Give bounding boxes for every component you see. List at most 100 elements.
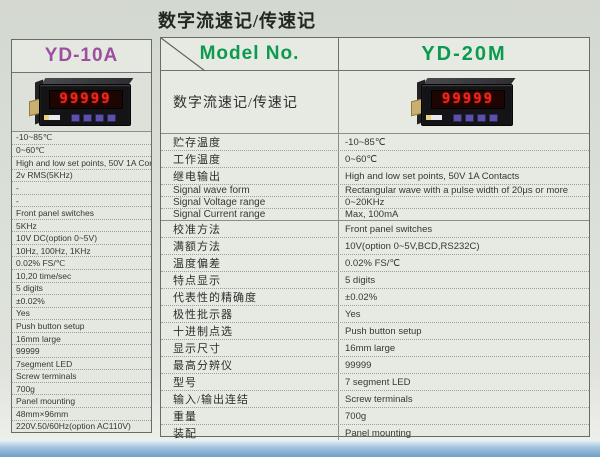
spec-label: 显示尺寸 <box>161 340 339 356</box>
spec-row: 10V DC(option 0~5V) <box>12 232 151 245</box>
meter-front-panel: 99999 <box>38 84 131 126</box>
spec-label: 输入/输出连结 <box>161 391 339 407</box>
spec-value: 700g <box>345 410 367 422</box>
spec-row: Signal wave form Rectangular wave with a … <box>161 185 589 197</box>
spec-rows-yd10a: -10~85℃ 0~60℃ High and low set points, 50V… <box>12 132 151 432</box>
spec-value: 0~20KHz <box>345 197 385 208</box>
spec-label: 校准方法 <box>161 221 339 237</box>
spec-label: 温度偏差 <box>161 255 339 271</box>
spec-value: High and low set points, 50V 1A Contacts <box>345 170 520 182</box>
meter-button <box>489 113 498 122</box>
spec-label: Signal wave form <box>161 185 339 196</box>
spec-label: 特点显示 <box>161 272 339 288</box>
spec-row: 700g <box>12 383 151 396</box>
spec-row: - <box>12 195 151 208</box>
spec-row: Signal Voltage range 0~20KHz <box>161 197 589 209</box>
spec-label: 继电输出 <box>161 168 339 184</box>
meter-controls <box>426 113 506 122</box>
spec-label: 型号 <box>161 374 339 390</box>
spec-value: 5 digits <box>345 274 376 286</box>
spec-rows-yd20m: 贮存温度 -10~85℃ 工作温度 0~60℃ 继电输出 High and low set… <box>161 134 589 457</box>
spec-row: 5KHz <box>12 220 151 233</box>
brand-logo <box>43 115 60 120</box>
spec-row: 5 digits <box>12 283 151 296</box>
bottom-decorative-band <box>0 440 600 457</box>
spec-value: 10V(option 0~5V,BCD,RS232C) <box>345 240 480 252</box>
spec-row: Signal Current range Max, 100mA <box>161 209 589 221</box>
spec-row: 工作温度 0~60℃ <box>161 151 589 168</box>
diagonal-line <box>161 38 205 71</box>
spec-value: ±0.02% <box>345 291 378 303</box>
spec-value: Screw terminals <box>345 393 413 405</box>
spec-row: 继电输出 High and low set points, 50V 1A Cont… <box>161 168 589 185</box>
spec-row: Yes <box>12 308 151 321</box>
product-image-cell-yd10a: 99999 <box>12 73 151 132</box>
spec-row: 2v RMS(5KHz) <box>12 170 151 183</box>
brand-logo <box>426 115 442 120</box>
spec-row: 校准方法 Front panel switches <box>161 221 589 238</box>
spec-row: 48mm×96mm <box>12 408 151 421</box>
model-name-yd10a: YD-10A <box>12 40 151 73</box>
spec-value: Front panel switches <box>345 223 433 235</box>
meter-button <box>453 113 462 122</box>
spec-label: 装配 <box>161 425 339 441</box>
meter-front-panel: 99999 <box>421 84 513 126</box>
spec-label: 最高分辨仪 <box>161 357 339 373</box>
spec-row: Front panel switches <box>12 207 151 220</box>
spec-value: Rectangular wave with a pulse width of 2… <box>345 185 569 196</box>
spec-row: 极性批示器 Yes <box>161 306 589 323</box>
subtitle-image-row: 数字流速记/传速记 99999 <box>161 71 589 134</box>
model-no-label: Model No. <box>199 43 300 64</box>
spec-row: 显示尺寸 16mm large <box>161 340 589 357</box>
spec-row: 10,20 time/sec <box>12 270 151 283</box>
meter-controls <box>43 113 124 122</box>
spec-value: 7 segment LED <box>345 376 411 388</box>
spec-row: ±0.02% <box>12 295 151 308</box>
model-name-yd20m: YD-20M <box>421 42 507 65</box>
spec-label: 代表性的精确度 <box>161 289 339 305</box>
spec-value: -10~85℃ <box>345 136 386 148</box>
spec-row: 贮存温度 -10~85℃ <box>161 134 589 151</box>
spec-row: 7segment LED <box>12 358 151 371</box>
spec-value: 99999 <box>345 359 372 371</box>
spec-row: 温度偏差 0.02% FS/℃ <box>161 255 589 272</box>
led-display: 99999 <box>48 90 123 109</box>
spec-row: 0.02% FS/℃ <box>12 257 151 271</box>
spec-row: 0~60℃ <box>12 145 151 158</box>
spec-row: 输入/输出连结 Screw terminals <box>161 391 589 408</box>
spec-row: High and low set points, 50V 1A Contacts <box>12 157 151 170</box>
spec-row: Panel mounting <box>12 395 151 409</box>
meter-button <box>94 113 104 122</box>
table-header-row: Model No. YD-20M <box>161 38 589 71</box>
spec-value: 0.02% FS/℃ <box>345 257 401 269</box>
model-no-header-cell: Model No. <box>161 38 339 71</box>
spec-label: 十进制点选 <box>161 323 339 339</box>
spec-value: 0~60℃ <box>345 153 378 165</box>
spec-row: 型号 7 segment LED <box>161 374 589 391</box>
led-display: 99999 <box>431 90 505 109</box>
meter-button <box>106 113 116 122</box>
spec-row: 16mm large <box>12 333 151 346</box>
spec-row: 特点显示 5 digits <box>161 272 589 289</box>
spec-label: 工作温度 <box>161 151 339 167</box>
spec-row: -10~85℃ <box>12 132 151 145</box>
spec-row: 十进制点选 Push button setup <box>161 323 589 340</box>
spec-table-yd20m: Model No. YD-20M 数字流速记/传速记 99999 <box>160 37 590 457</box>
spec-value: Max, 100mA <box>345 209 399 220</box>
spec-label: 重量 <box>161 408 339 424</box>
spec-label: Signal Current range <box>161 209 339 220</box>
spec-label: 贮存温度 <box>161 134 339 150</box>
spec-row: 99999 <box>12 345 151 358</box>
spec-value: Yes <box>345 308 361 320</box>
spec-label: 极性批示器 <box>161 306 339 322</box>
spec-row: 220V.50/60Hz(option AC110V) <box>16 421 131 432</box>
product-image-cell-yd20m: 99999 <box>339 71 589 133</box>
spec-row: 代表性的精确度 ±0.02% <box>161 289 589 306</box>
spec-row: Push button setup <box>12 320 151 333</box>
meter-connector <box>28 98 40 117</box>
spec-table-yd10a: YD-10A 99999 -10~85℃ 0~60℃ High <box>11 39 152 433</box>
product-category-label: 数字流速记/传速记 <box>161 71 339 133</box>
page-title: 数字流速记/传速记 <box>158 11 317 31</box>
panel-meter-image: 99999 <box>411 76 517 128</box>
